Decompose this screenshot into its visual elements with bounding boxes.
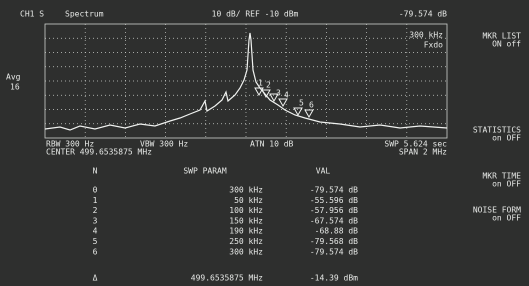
delta-cell: -14.39 dBm: [310, 274, 358, 283]
marker-label: 4: [284, 91, 289, 100]
marker-label: 5: [299, 99, 304, 108]
mode: Spectrum: [65, 10, 104, 19]
table-cell: -55.596 dB: [310, 196, 358, 205]
softkey-state: on OFF: [492, 134, 521, 143]
table-header: N: [93, 167, 98, 176]
atn: ATN 10 dB: [250, 140, 294, 149]
channel: CH1 S: [20, 10, 44, 19]
marker-label: 2: [266, 81, 271, 90]
avg: Avg: [6, 73, 21, 82]
scale: 10 dB/ REF -10 dBm: [212, 10, 299, 19]
table-cell: 4: [93, 227, 98, 236]
table-cell: 300 kHz: [229, 247, 263, 256]
avg-count: 16: [10, 83, 20, 92]
table-cell: 150 kHz: [229, 216, 263, 225]
table-cell: 0: [93, 186, 98, 195]
marker-label: 6: [309, 101, 314, 110]
delta-cell: 499.6535875 MHz: [191, 274, 263, 283]
table-cell: -67.574 dB: [310, 216, 358, 225]
table-cell: 250 kHz: [229, 237, 263, 246]
delta-cell: Δ: [93, 274, 98, 283]
table-cell: 5: [93, 237, 98, 246]
table-cell: 1: [93, 196, 98, 205]
table-cell: -79.574 dB: [310, 247, 358, 256]
fixed: Fxdo: [424, 41, 443, 50]
softkey-state: ON off: [492, 40, 521, 49]
center: CENTER 499.6535875 MHz: [46, 148, 152, 157]
softkey-state: on OFF: [492, 180, 521, 189]
table-cell: -68.88 dB: [315, 227, 359, 236]
table-cell: 3: [93, 216, 98, 225]
table-cell: 100 kHz: [229, 206, 263, 215]
table-cell: -57.956 dB: [310, 206, 358, 215]
table-cell: 6: [93, 247, 98, 256]
rbw-label: 300 kHz: [409, 31, 443, 40]
table-cell: -79.574 dB: [310, 186, 358, 195]
softkey-state: on OFF: [492, 214, 521, 223]
marker-readout: -79.574 dB: [399, 10, 447, 19]
analyzer-screen: CH1 S Spectrum 10 dB/ REF -10 dBm -79.57…: [0, 0, 529, 286]
table-cell: 2: [93, 206, 98, 215]
marker-label: 3: [276, 89, 281, 98]
table-header: SWP PARAM: [183, 167, 227, 176]
table-cell: 300 kHz: [229, 186, 263, 195]
table-header: VAL: [316, 167, 331, 176]
table-cell: -79.568 dB: [310, 237, 358, 246]
span: SPAN 2 MHz: [399, 148, 447, 157]
table-cell: 190 kHz: [229, 227, 263, 236]
table-cell: 50 kHz: [234, 196, 263, 205]
marker-label: 1: [258, 79, 263, 88]
